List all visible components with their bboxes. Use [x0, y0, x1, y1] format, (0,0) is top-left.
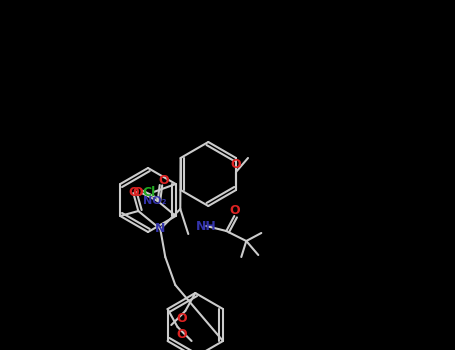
- Text: O: O: [176, 328, 187, 341]
- Text: O: O: [176, 312, 187, 324]
- Text: O: O: [158, 175, 169, 188]
- Text: O: O: [231, 159, 241, 172]
- Text: N: N: [155, 223, 166, 236]
- Text: NO₂: NO₂: [143, 196, 167, 206]
- Text: NH: NH: [196, 219, 217, 232]
- Text: O: O: [229, 203, 240, 217]
- Text: O: O: [132, 187, 143, 199]
- Text: Cl: Cl: [142, 186, 155, 198]
- Text: O: O: [128, 187, 139, 199]
